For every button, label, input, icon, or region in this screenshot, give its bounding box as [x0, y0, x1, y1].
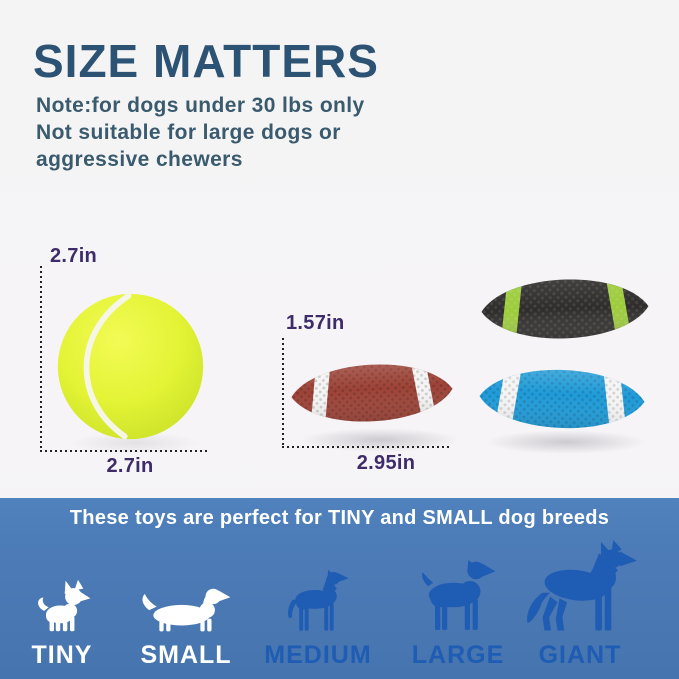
- tiny-dog-icon: [38, 579, 91, 632]
- football-height-label: 1.57in: [286, 312, 345, 334]
- tennis-ball-height-line: [40, 266, 42, 452]
- black-football-image: [480, 276, 650, 342]
- giant-dog-icon: [527, 540, 637, 631]
- size-note: Note:for dogs under 30 lbs only Not suit…: [36, 92, 365, 173]
- breed-label-medium: MEDIUM: [264, 641, 372, 669]
- brown-football-shadow: [300, 428, 460, 452]
- breed-label-giant: GIANT: [538, 641, 622, 669]
- tennis-ball-image: [57, 292, 204, 440]
- blue-football-shadow: [486, 430, 646, 454]
- large-dog-icon: [422, 560, 496, 630]
- banner-headline: These toys are perfect for TINY and SMAL…: [69, 507, 610, 529]
- tennis-ball-height-label: 2.7in: [50, 245, 98, 267]
- football-width-line: [282, 446, 452, 448]
- note-line-2: Not suitable for large dogs or: [36, 121, 341, 144]
- tennis-ball-shadow: [70, 432, 200, 454]
- football-width-label: 2.95in: [356, 452, 416, 474]
- note-line-3: aggressive chewers: [36, 148, 243, 171]
- medium-dog-icon: [287, 569, 349, 631]
- football-height-line: [282, 338, 284, 448]
- blue-football-image: [478, 367, 646, 431]
- tennis-ball-width-line: [40, 450, 208, 452]
- breed-label-tiny: TINY: [31, 641, 93, 669]
- note-line-1: Note:for dogs under 30 lbs only: [36, 94, 365, 117]
- small-dog-icon: [142, 588, 231, 632]
- brown-football-image: [289, 360, 455, 426]
- page-title: SIZE MATTERS: [33, 35, 379, 87]
- breed-label-large: LARGE: [411, 641, 505, 669]
- breed-label-small: SMALL: [140, 641, 232, 669]
- tennis-ball-width-label: 2.7in: [106, 455, 154, 477]
